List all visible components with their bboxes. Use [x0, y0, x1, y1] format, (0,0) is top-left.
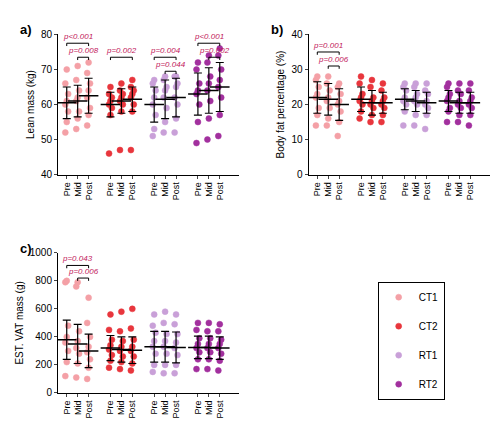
- svg-text:p=0.004: p=0.004: [150, 46, 181, 55]
- svg-text:40: 40: [41, 169, 53, 180]
- svg-text:800: 800: [35, 275, 52, 286]
- svg-text:p=0.043: p=0.043: [62, 254, 93, 263]
- svg-text:60: 60: [41, 99, 53, 110]
- svg-text:c): c): [20, 241, 32, 256]
- svg-text:Post: Post: [215, 400, 225, 419]
- svg-text:RT2: RT2: [419, 379, 438, 390]
- svg-text:Mid: Mid: [160, 401, 170, 416]
- svg-text:400: 400: [35, 331, 52, 342]
- svg-text:20: 20: [291, 99, 303, 110]
- svg-text:600: 600: [35, 303, 52, 314]
- svg-text:p=0.001: p=0.001: [313, 41, 343, 50]
- svg-text:Post: Post: [378, 182, 388, 201]
- svg-text:1000: 1000: [30, 247, 53, 258]
- svg-text:Post: Post: [84, 400, 94, 419]
- svg-text:Mid: Mid: [73, 401, 83, 416]
- svg-text:Post: Post: [127, 182, 137, 201]
- svg-text:Post: Post: [84, 182, 94, 201]
- svg-text:b): b): [271, 22, 283, 37]
- svg-text:10: 10: [291, 134, 303, 145]
- svg-text:Pre: Pre: [443, 182, 453, 196]
- svg-text:70: 70: [41, 64, 53, 75]
- svg-text:Post: Post: [334, 182, 344, 201]
- svg-text:50: 50: [41, 134, 53, 145]
- svg-text:Post: Post: [171, 182, 181, 201]
- svg-text:p=0.044: p=0.044: [155, 60, 186, 69]
- svg-text:Pre: Pre: [105, 401, 115, 415]
- svg-text:p=0.002: p=0.002: [106, 46, 137, 55]
- svg-text:40: 40: [291, 29, 303, 40]
- svg-text:Post: Post: [127, 400, 137, 419]
- svg-text:CT2: CT2: [419, 321, 438, 332]
- svg-text:200: 200: [35, 359, 52, 370]
- svg-text:Pre: Pre: [312, 182, 322, 196]
- svg-text:0: 0: [46, 387, 52, 398]
- svg-text:Pre: Pre: [193, 182, 203, 196]
- svg-text:Mid: Mid: [160, 182, 170, 197]
- svg-text:Pre: Pre: [193, 401, 203, 415]
- svg-text:80: 80: [41, 29, 53, 40]
- svg-text:p=0.006: p=0.006: [318, 55, 349, 64]
- svg-text:p=0.006: p=0.006: [68, 267, 99, 276]
- svg-text:Mid: Mid: [204, 401, 214, 416]
- svg-text:CT1: CT1: [419, 292, 438, 303]
- svg-text:Mid: Mid: [367, 182, 377, 197]
- svg-text:Mid: Mid: [73, 182, 83, 197]
- svg-text:p<0.001: p<0.001: [63, 32, 93, 41]
- svg-text:Mid: Mid: [411, 182, 421, 197]
- svg-text:p<0.001: p<0.001: [194, 32, 224, 41]
- svg-text:p=0.008: p=0.008: [68, 46, 99, 55]
- svg-text:Mid: Mid: [116, 401, 126, 416]
- svg-text:Body fat percentage (%): Body fat percentage (%): [275, 51, 286, 159]
- svg-text:Pre: Pre: [400, 182, 410, 196]
- svg-text:Post: Post: [171, 400, 181, 419]
- svg-text:Mid: Mid: [323, 182, 333, 197]
- svg-text:Post: Post: [422, 182, 432, 201]
- svg-text:30: 30: [291, 64, 303, 75]
- svg-text:Pre: Pre: [62, 401, 72, 415]
- svg-text:Lean mass (kg): Lean mass (kg): [25, 70, 36, 139]
- svg-text:Mid: Mid: [116, 182, 126, 197]
- svg-text:p=0.002: p=0.002: [199, 46, 230, 55]
- svg-text:RT1: RT1: [419, 350, 438, 361]
- svg-text:a): a): [20, 22, 32, 37]
- svg-text:Pre: Pre: [105, 182, 115, 196]
- svg-text:Mid: Mid: [204, 182, 214, 197]
- svg-text:Post: Post: [215, 182, 225, 201]
- svg-text:Pre: Pre: [149, 401, 159, 415]
- svg-text:Post: Post: [465, 182, 475, 201]
- svg-text:EST. VAT mass (g): EST. VAT mass (g): [14, 281, 25, 364]
- svg-text:Pre: Pre: [356, 182, 366, 196]
- svg-text:Pre: Pre: [62, 182, 72, 196]
- svg-text:Mid: Mid: [454, 182, 464, 197]
- svg-text:Pre: Pre: [149, 182, 159, 196]
- svg-text:0: 0: [297, 169, 303, 180]
